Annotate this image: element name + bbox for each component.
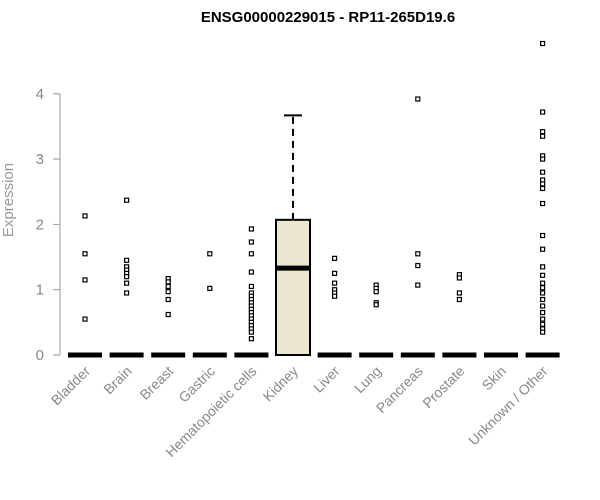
outlier-point [165,296,171,303]
outlier-point [82,316,88,322]
box-plots [68,40,560,358]
box-gastric [192,251,227,358]
outlier-point [332,280,338,286]
outlier-point [539,246,546,252]
outlier-point [82,213,88,219]
box-prostate [442,272,477,358]
outlier-point [248,336,254,342]
outlier-point [539,280,546,286]
outlier-point [539,316,546,322]
box-liver [317,255,352,358]
outlier-point [539,303,546,309]
outlier-point [373,302,379,308]
x-tick-label: Skin [479,363,510,394]
box-hematopoietic-cells [234,226,269,358]
outlier-point [165,279,171,285]
x-tick-label: Unknown / Other [465,363,551,449]
outlier-point [539,40,546,47]
outlier-point [123,274,130,280]
outlier-point [332,255,338,261]
box-unknown-other [525,40,560,358]
outlier-point [415,251,421,257]
outlier-point [165,283,171,290]
outlier-point [539,329,546,335]
x-tick-label: Kidney [260,363,302,405]
outlier-point [539,169,546,175]
outlier-point [82,277,88,283]
outlier-point [539,181,546,187]
y-axis: 0 1 2 3 4 [36,86,61,364]
box-breast [151,275,186,358]
y-tick-label: 4 [36,86,44,103]
outlier-point [456,290,462,296]
outlier-point [415,96,421,102]
outlier-point [248,269,254,275]
x-tick-label: Breast [136,363,176,403]
box-brain [109,197,144,358]
outlier-point [248,251,254,257]
box-bladder [68,213,102,358]
outlier-point [539,290,546,296]
y-tick-label: 1 [36,282,44,299]
box-kidney [275,114,311,356]
outlier-point [207,285,213,291]
outlier-point [123,290,130,296]
outlier-point [332,293,338,299]
y-axis-label: Expression [0,163,17,237]
outlier-point [539,232,546,239]
outlier-point [415,262,421,269]
outlier-point [248,226,254,232]
outlier-point [82,251,88,257]
outlier-point [248,239,254,245]
outlier-point [165,311,171,318]
x-tick-label: Prostate [419,363,467,411]
outlier-point [539,309,546,316]
y-tick-label: 2 [36,216,44,233]
outlier-point [123,280,130,286]
outlier-point [207,251,213,257]
outlier-point [539,133,546,139]
outlier-point [373,289,379,295]
outlier-point [539,272,546,278]
outlier-point [332,270,338,276]
y-tick-label: 3 [36,151,44,168]
box-lung [359,282,394,358]
outlier-point [539,321,546,327]
outlier-point [539,156,546,162]
outlier-point [165,289,171,295]
outlier-point [539,264,546,270]
outlier-point [539,296,546,303]
outlier-point [539,285,546,291]
chart-title: ENSG00000229015 - RP11-265D19.6 [201,9,455,26]
outlier-point [123,197,130,203]
x-tick-label: Liver [310,363,343,396]
x-tick-label: Bladder [48,363,94,409]
x-tick-label: Lung [351,363,384,396]
box-pancreas [400,96,435,358]
outlier-point [456,296,462,303]
outlier-point [539,129,546,135]
outlier-point [248,329,254,335]
outlier-point [539,185,546,192]
y-tick-label: 0 [36,347,44,364]
box-body [275,218,311,356]
x-tick-label: Brain [100,363,134,397]
outlier-point [248,283,254,290]
outlier-point [415,282,421,288]
outlier-point [123,257,130,263]
outlier-point [456,275,462,281]
outlier-point [539,200,546,207]
outlier-point [539,109,546,115]
